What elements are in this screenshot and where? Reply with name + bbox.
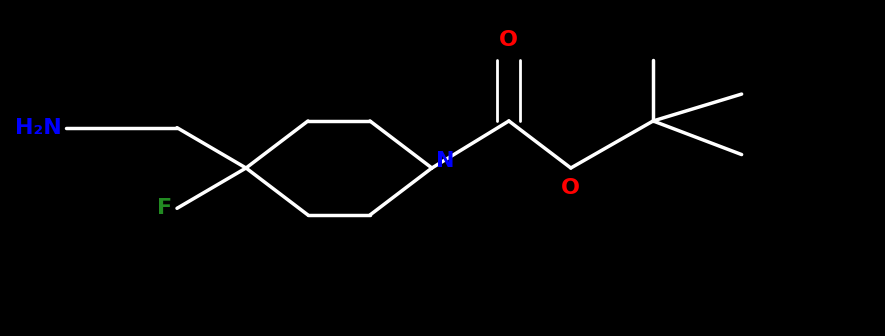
Text: O: O [561, 178, 581, 198]
Text: N: N [436, 151, 455, 171]
Text: H₂N: H₂N [15, 118, 62, 138]
Text: O: O [499, 30, 519, 50]
Text: F: F [158, 198, 173, 218]
